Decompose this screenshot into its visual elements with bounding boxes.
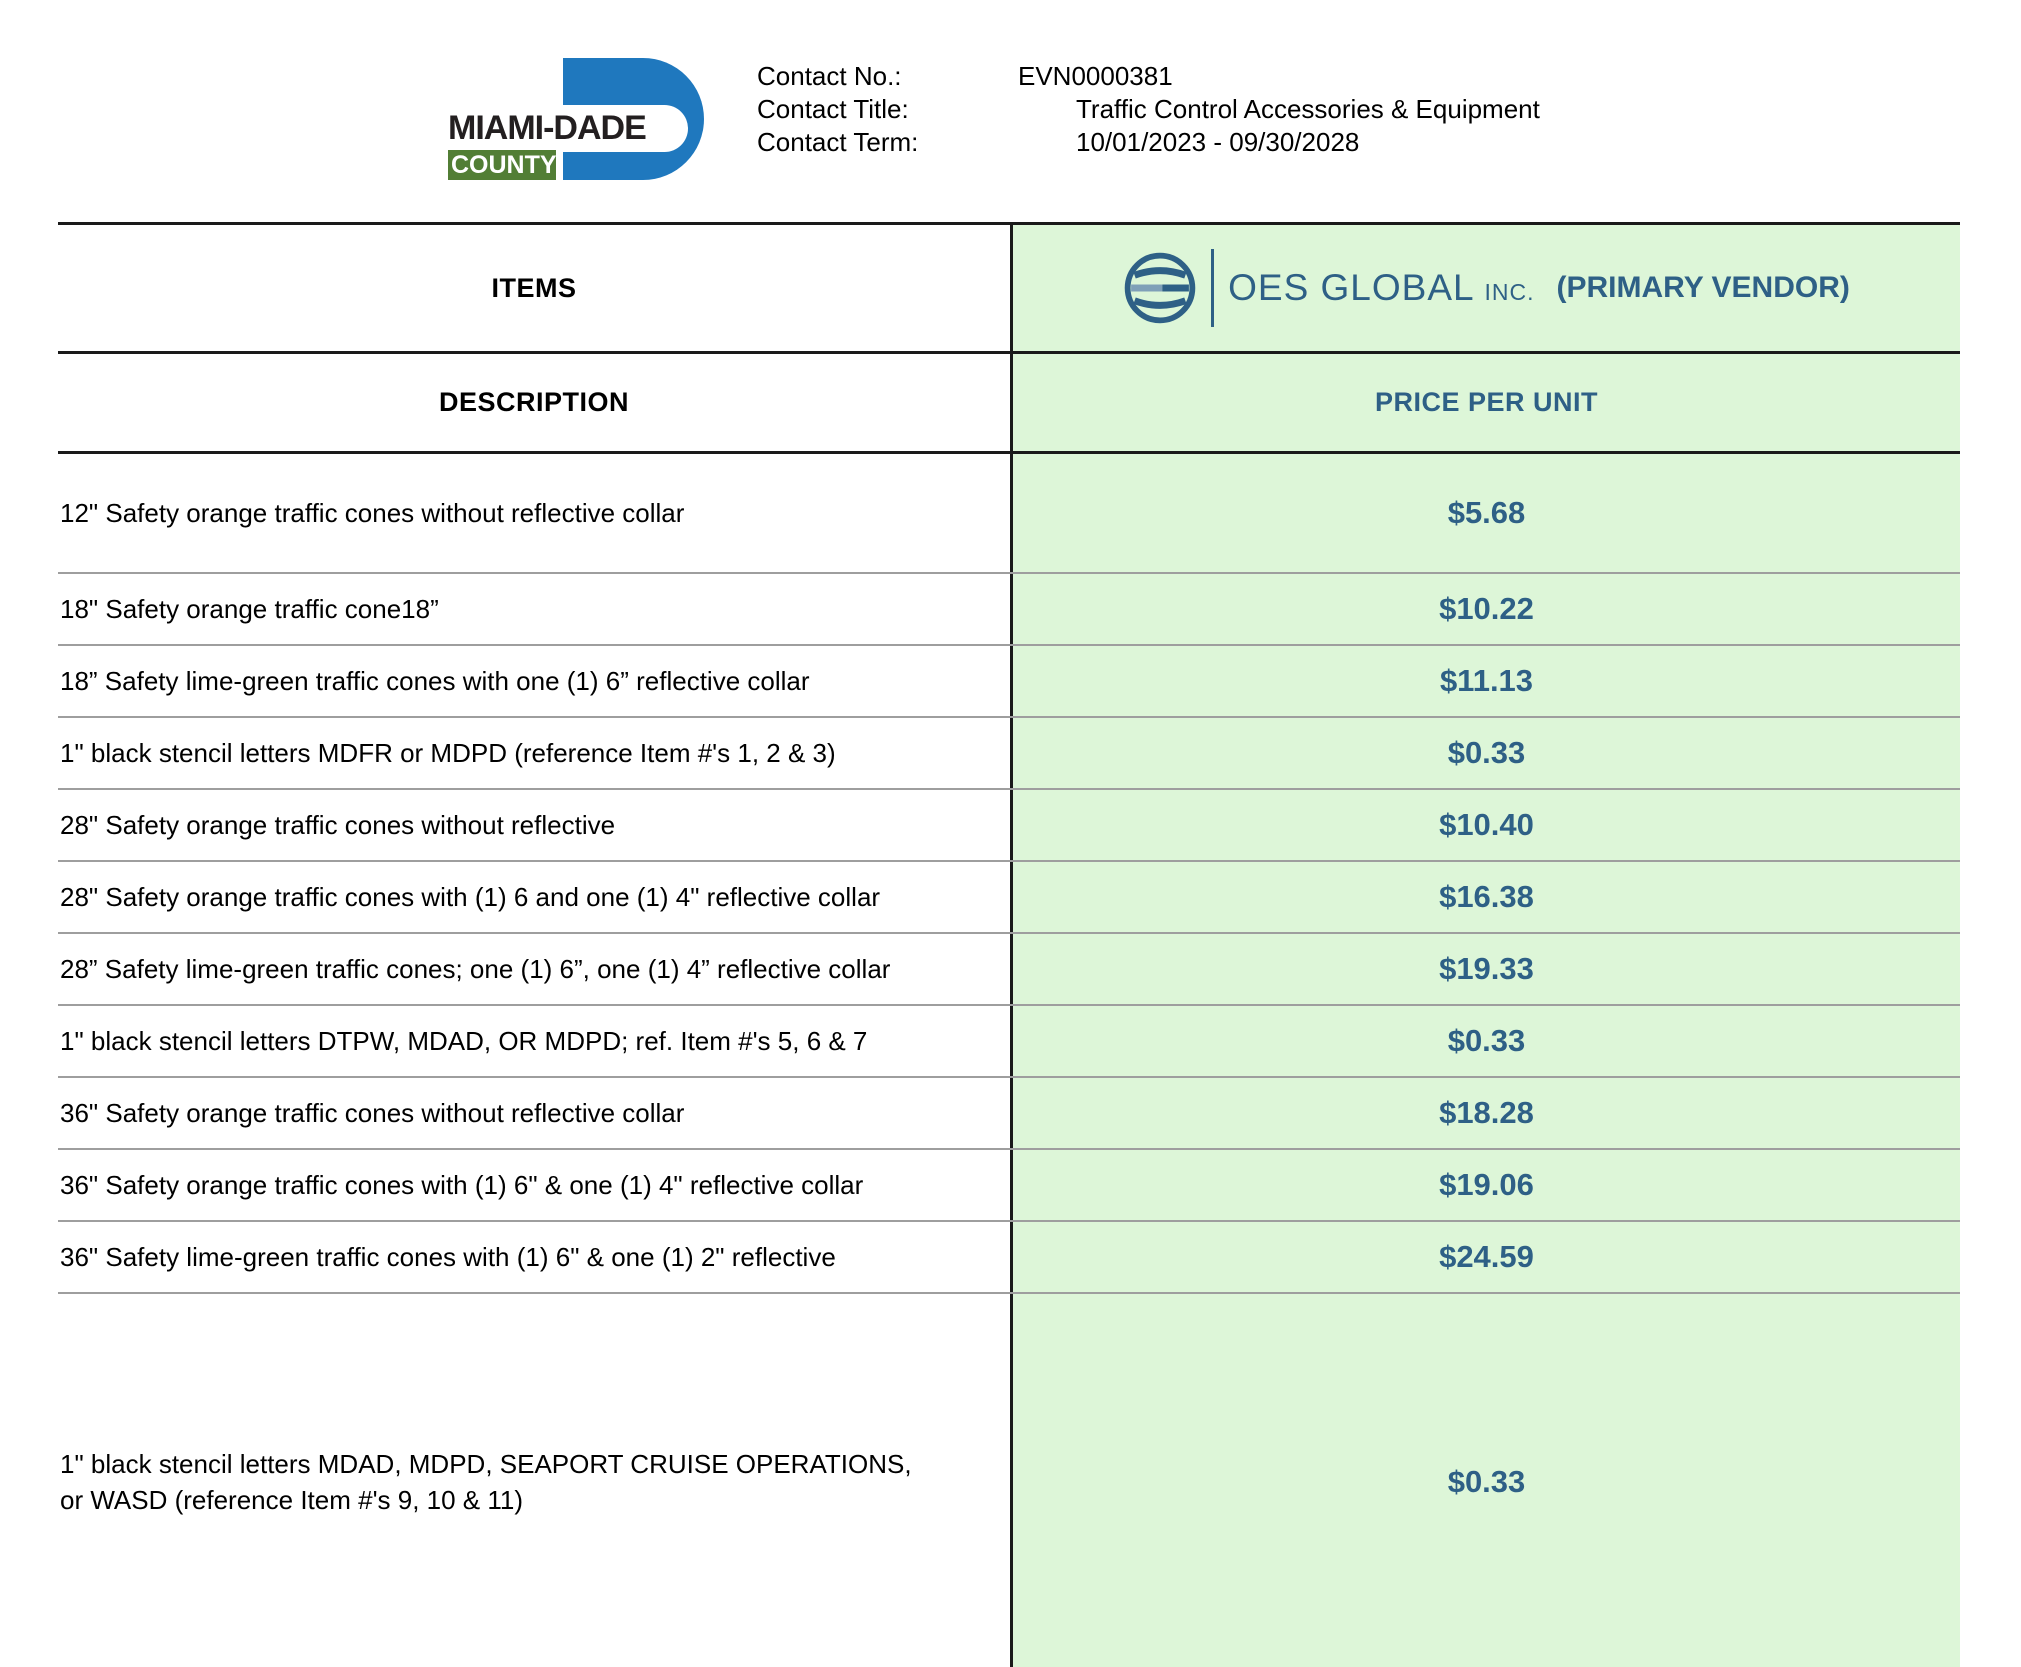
miami-dade-county-logo: MIAMI-DADE COUNTY <box>438 58 769 180</box>
contact-no-value: EVN0000381 <box>1018 61 1173 91</box>
item-price: $19.33 <box>1010 934 1960 1004</box>
item-description: 1" black stencil letters MDAD, MDPD, SEA… <box>60 1449 912 1515</box>
globe-stripes-icon <box>1124 252 1196 324</box>
item-description: 12" Safety orange traffic cones without … <box>60 498 685 528</box>
contact-title-value: Traffic Control Accessories & Equipment <box>1076 94 1540 124</box>
primary-vendor-label: (PRIMARY VENDOR) <box>1556 271 1850 304</box>
table-row: 1" black stencil letters DTPW, MDAD, OR … <box>58 1006 1960 1078</box>
item-price: $18.28 <box>1010 1078 1960 1148</box>
logo-miami-dade-text: MIAMI-DADE <box>438 105 688 152</box>
table-row: 1" black stencil letters MDAD, MDPD, SEA… <box>58 1294 1960 1667</box>
contact-no-row: Contact No.: EVN0000381 <box>757 60 1657 93</box>
contact-term-row: Contact Term: 10/01/2023 - 09/30/2028 <box>757 126 1657 159</box>
table-row: 12" Safety orange traffic cones without … <box>58 454 1960 574</box>
table-row: 36" Safety lime-green traffic cones with… <box>58 1222 1960 1294</box>
item-description: 36" Safety orange traffic cones with (1)… <box>60 1170 864 1200</box>
items-vendor-header-row: ITEMS OES GLOBAL INC. (PRIMARY VENDOR) <box>58 225 1960 354</box>
contract-info-block: Contact No.: EVN0000381 Contact Title: T… <box>757 60 1657 159</box>
vendor-name-text: OES GLOBAL <box>1228 267 1474 308</box>
table-row: 28” Safety lime-green traffic cones; one… <box>58 934 1960 1006</box>
item-description: 36" Safety lime-green traffic cones with… <box>60 1242 836 1272</box>
column-header-row: DESCRIPTION PRICE PER UNIT <box>58 354 1960 454</box>
table-row: 36" Safety orange traffic cones without … <box>58 1078 1960 1150</box>
contact-term-value: 10/01/2023 - 09/30/2028 <box>1076 127 1360 157</box>
item-price: $0.33 <box>1010 1006 1960 1076</box>
table-row: 36" Safety orange traffic cones with (1)… <box>58 1150 1960 1222</box>
logo-county-text: COUNTY <box>448 150 557 180</box>
contact-term-label: Contact Term: <box>757 127 919 157</box>
item-price: $5.68 <box>1010 454 1960 572</box>
item-price: $19.06 <box>1010 1150 1960 1220</box>
description-header-cell: DESCRIPTION <box>438 387 630 417</box>
price-table: ITEMS OES GLOBAL INC. (PRIMARY VENDOR) D… <box>58 222 1960 1667</box>
item-description: 18” Safety lime-green traffic cones with… <box>60 666 810 696</box>
contact-no-label: Contact No.: <box>757 61 902 91</box>
price-header-cell: PRICE PER UNIT <box>1010 354 1960 451</box>
contact-title-label: Contact Title: <box>757 94 909 124</box>
item-description: 18" Safety orange traffic cone18” <box>60 594 439 624</box>
table-row: 18” Safety lime-green traffic cones with… <box>58 646 1960 718</box>
miami-dade-d-counter <box>721 88 769 118</box>
items-header-cell: ITEMS <box>491 272 577 303</box>
vendor-logo-divider <box>1211 249 1215 327</box>
table-row: 1" black stencil letters MDFR or MDPD (r… <box>58 718 1960 790</box>
item-description: 28” Safety lime-green traffic cones; one… <box>60 954 891 984</box>
item-description: 36" Safety orange traffic cones without … <box>60 1098 685 1128</box>
item-description: 1" black stencil letters MDFR or MDPD (r… <box>60 738 836 768</box>
item-price: $10.40 <box>1010 790 1960 860</box>
table-body: 12" Safety orange traffic cones without … <box>58 454 1960 1667</box>
item-price: $11.13 <box>1010 646 1960 716</box>
vendor-suffix-text: INC. <box>1484 279 1535 305</box>
item-price: $0.33 <box>1010 1294 1960 1667</box>
table-row: 18" Safety orange traffic cone18” $10.22 <box>58 574 1960 646</box>
item-price: $0.33 <box>1010 718 1960 788</box>
table-row: 28" Safety orange traffic cones without … <box>58 790 1960 862</box>
contact-title-row: Contact Title: Traffic Control Accessori… <box>757 93 1657 126</box>
item-description: 28" Safety orange traffic cones with (1)… <box>60 882 881 912</box>
table-row: 28" Safety orange traffic cones with (1)… <box>58 862 1960 934</box>
item-description: 28" Safety orange traffic cones without … <box>60 810 616 840</box>
item-price: $10.22 <box>1010 574 1960 644</box>
vendor-header-cell: OES GLOBAL INC. (PRIMARY VENDOR) <box>1010 225 1960 351</box>
vendor-name: OES GLOBAL INC. <box>1228 267 1534 309</box>
item-description: 1" black stencil letters DTPW, MDAD, OR … <box>60 1026 868 1056</box>
item-price: $16.38 <box>1010 862 1960 932</box>
item-price: $24.59 <box>1010 1222 1960 1292</box>
doc-header: MIAMI-DADE COUNTY Contact No.: EVN000038… <box>0 0 2021 222</box>
